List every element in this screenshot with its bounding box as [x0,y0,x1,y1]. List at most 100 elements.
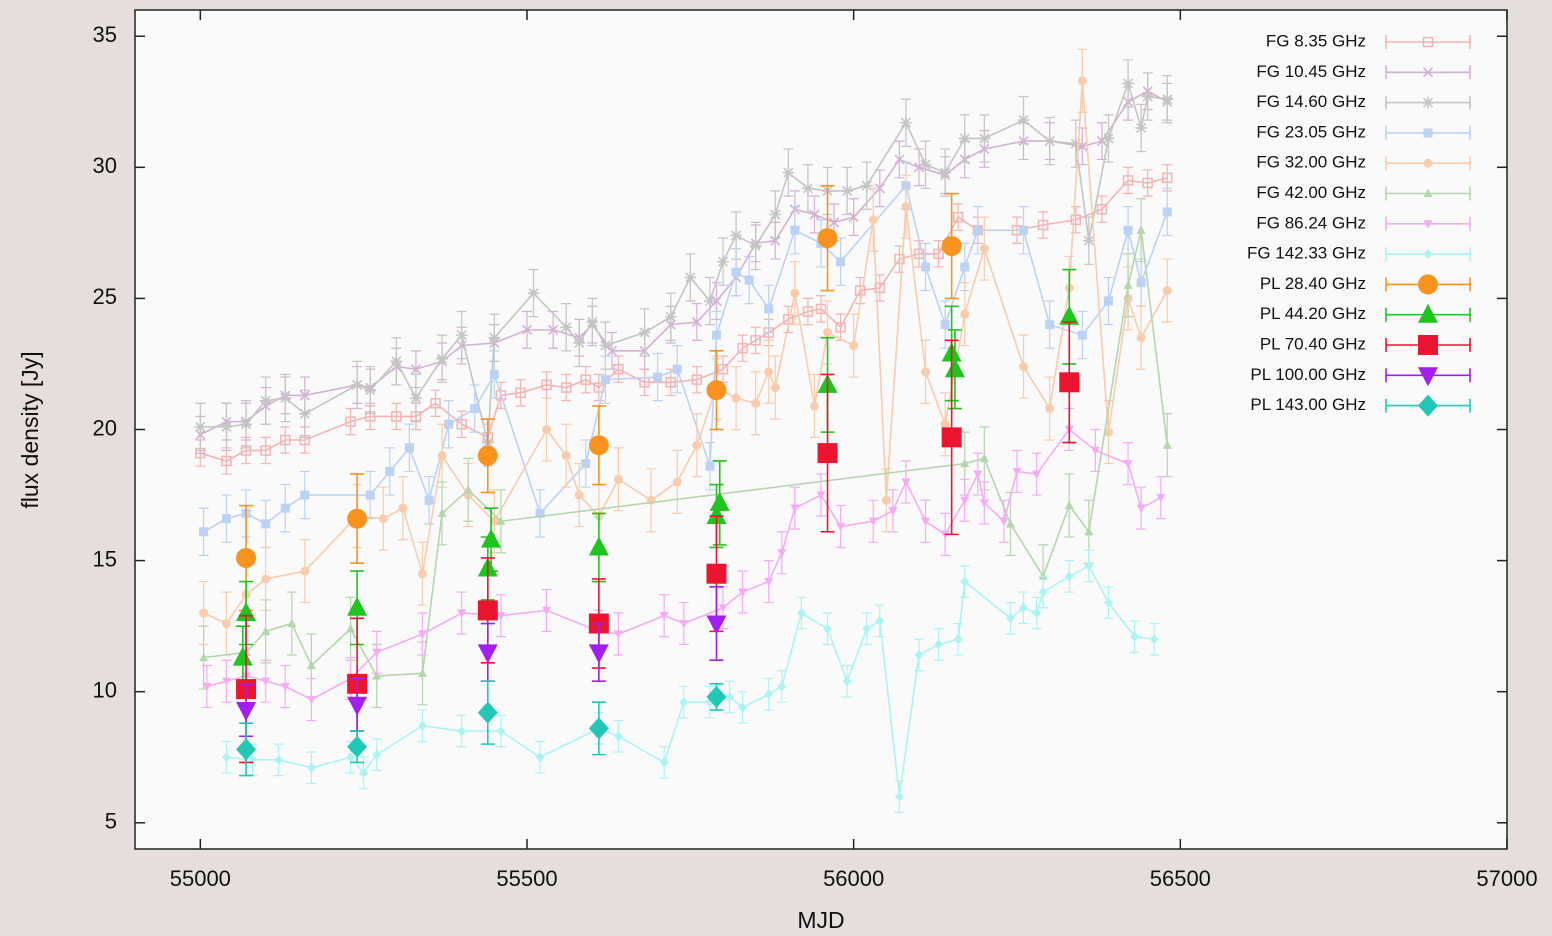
x-tick-label: 57000 [1476,866,1537,891]
data-point [306,762,316,773]
data-point [944,358,965,378]
data-point [1019,225,1029,235]
data-point [817,443,838,464]
data-point [941,427,962,448]
data-point [1156,494,1166,503]
y-tick-label: 15 [93,546,117,571]
data-point [711,330,721,340]
data-point [300,490,310,500]
data-point [823,327,833,337]
data-point [900,116,912,129]
data-point [199,652,209,662]
data-point [236,738,257,761]
y-tick-label: 35 [93,22,117,47]
data-point [764,367,774,377]
legend-label: FG 14.60 GHz [1256,92,1366,111]
data-point [1070,214,1082,225]
data-point [894,791,904,802]
data-point [240,418,252,431]
data-point [738,588,748,598]
data-point [1084,526,1094,536]
data-point [829,217,840,228]
data-point [199,527,209,537]
data-point [588,536,609,556]
y-tick-label: 5 [105,809,117,834]
data-point [236,702,257,722]
data-point [790,504,800,514]
data-point [1149,634,1159,645]
data-point [709,491,730,511]
data-point [410,364,421,375]
data-point [979,244,989,254]
data-point [1077,330,1087,340]
series-line [200,80,1168,443]
data-point [481,528,502,548]
data-point [874,183,885,194]
data-point [280,434,291,446]
data-point [881,495,891,505]
legend-label: FG 142.33 GHz [1247,244,1366,263]
data-point [521,324,533,335]
data-point [862,623,872,634]
data-point [274,754,284,765]
x-tick-label: 55000 [170,866,231,891]
data-point [586,316,599,328]
data-point [823,623,833,634]
data-point [417,630,427,639]
data-point [692,440,702,450]
data-point [398,503,408,513]
data-point [477,445,498,466]
data-point [1017,114,1030,126]
data-point [542,425,552,434]
legend-marker [1423,249,1433,260]
data-point [960,576,970,587]
data-point [960,458,970,468]
data-point [1043,135,1056,147]
data-point [580,374,592,385]
legend-label: FG 8.35 GHz [1266,31,1366,50]
x-tick-label: 56500 [1150,866,1211,891]
data-point [960,309,970,319]
data-point [731,267,741,277]
data-point [496,516,506,525]
series-line [203,80,1168,625]
data-point [347,596,368,616]
legend-marker [1418,335,1438,355]
data-point [1142,177,1153,189]
series [236,680,727,777]
data-point [261,519,271,529]
data-point [1141,90,1154,103]
error-bar [593,373,604,402]
data-point [816,491,826,500]
data-point [1130,631,1140,642]
data-point [1077,76,1087,86]
data-point [934,639,944,650]
legend-marker [1423,220,1433,229]
legend-marker [1418,367,1438,387]
data-point [802,182,814,195]
data-point [581,459,591,469]
data-point [489,369,499,379]
data-point [868,517,878,527]
error-bar [515,379,526,407]
data-point [744,275,754,285]
data-point [953,634,963,645]
error-bar [1123,166,1134,195]
data-point [664,310,677,323]
data-point [1005,518,1015,528]
data-point [496,612,506,621]
data-point [1084,560,1094,571]
data-point [770,383,780,393]
data-point [477,600,498,621]
data-point [941,235,962,256]
data-point [436,352,448,365]
data-point [1069,137,1082,150]
legend-label: PL 44.20 GHz [1260,304,1366,323]
x-axis-label: MJD [797,907,844,933]
data-point [261,574,271,584]
data-point [1019,602,1029,613]
data-point [1123,459,1133,469]
data-point [261,626,271,635]
data-point [874,282,886,294]
data-point [782,166,795,179]
